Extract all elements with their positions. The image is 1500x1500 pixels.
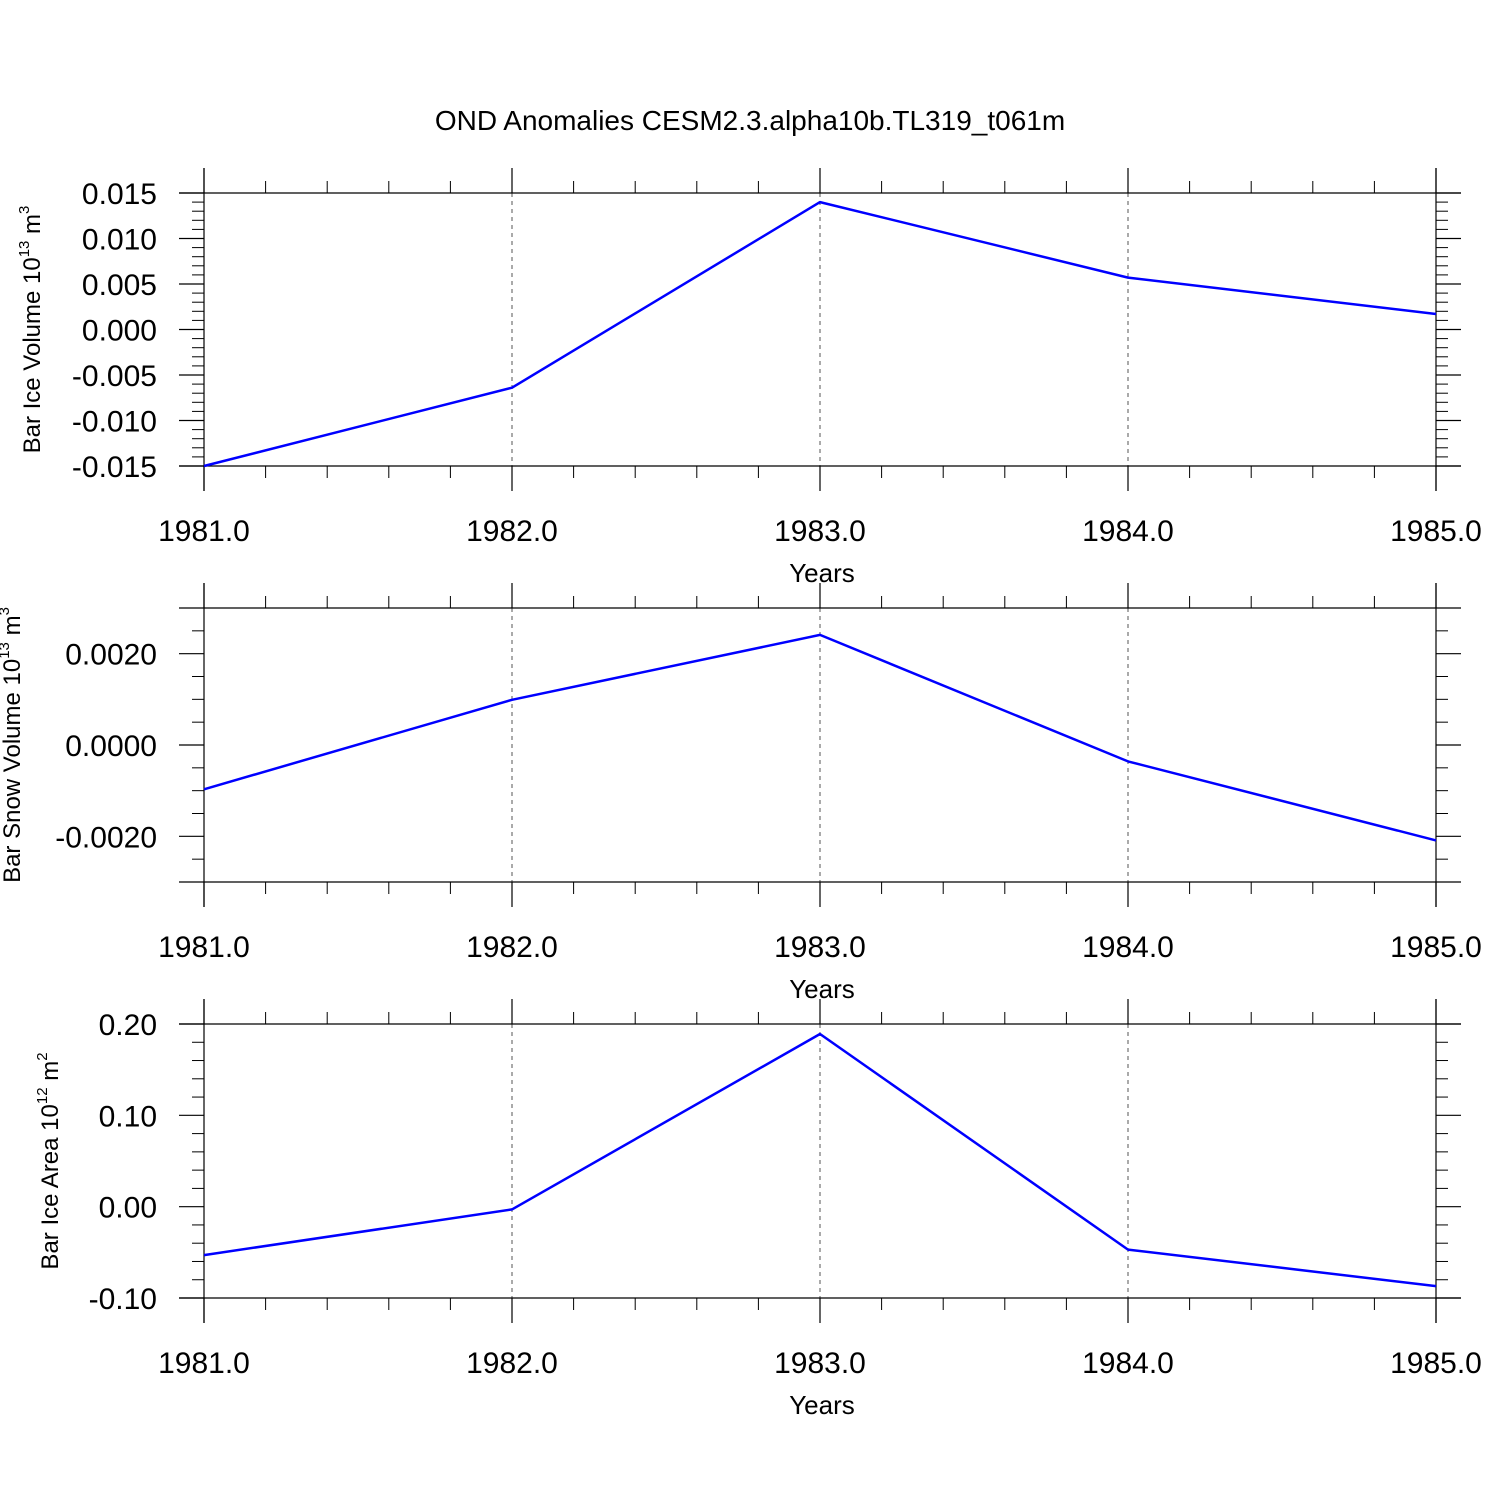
x-tick-label: 1985.0 [1390, 1347, 1482, 1380]
y-tick-label: -0.015 [72, 451, 157, 484]
y-tick-label: 0.005 [82, 269, 157, 302]
y-axis-label: Bar Ice Area 1012 m2 [34, 1052, 64, 1269]
panel-1: 1981.0 1982.0 1983.0 1984.0 1985.0 -0.015 -0.0… [16, 168, 1482, 588]
x-tick-label: 1984.0 [1082, 1347, 1174, 1380]
panel-2: 1981.0 1982.0 1983.0 1984.0 1985.0 -0.0020 0.0… [0, 583, 1482, 1004]
panels: 1981.0 1982.0 1983.0 1984.0 1985.0 -0.015 -0.0… [0, 168, 1482, 1420]
x-tick-label: 1984.0 [1082, 931, 1174, 964]
x-tick-label: 1981.0 [158, 515, 250, 548]
y-tick-label: 0.0000 [65, 730, 157, 763]
y-tick-label: 0.20 [99, 1009, 157, 1042]
x-tick-label: 1983.0 [774, 931, 866, 964]
x-axis-label: Years [789, 974, 855, 1004]
x-tick-label: 1985.0 [1390, 515, 1482, 548]
x-tick-label: 1982.0 [466, 931, 558, 964]
series-line [203, 633, 1437, 842]
y-axis-label: Bar Ice Volume 1013 m3 [16, 206, 46, 454]
y-tick-label: -0.10 [89, 1283, 157, 1316]
y-tick-label: 0.010 [82, 224, 157, 257]
figure-title: OND Anomalies CESM2.3.alpha10b.TL319_t06… [435, 105, 1065, 136]
x-tick-label: 1982.0 [466, 1347, 558, 1380]
x-axis-label: Years [789, 558, 855, 588]
x-tick-label: 1982.0 [466, 515, 558, 548]
y-tick-label: 0.015 [82, 178, 157, 211]
x-tick-label: 1981.0 [158, 931, 250, 964]
x-tick-label: 1983.0 [774, 515, 866, 548]
x-tick-label: 1984.0 [1082, 515, 1174, 548]
y-tick-label: -0.005 [72, 360, 157, 393]
x-tick-label: 1985.0 [1390, 931, 1482, 964]
y-tick-label: -0.0020 [55, 821, 157, 854]
y-axis-label: Bar Snow Volume 1013 m3 [0, 607, 26, 883]
series-line [203, 1032, 1437, 1288]
y-tick-label: 0.000 [82, 315, 157, 348]
x-axis-label: Years [789, 1390, 855, 1420]
x-tick-label: 1983.0 [774, 1347, 866, 1380]
y-tick-label: 0.0020 [65, 639, 157, 672]
y-tick-label: 0.00 [99, 1192, 157, 1225]
x-tick-label: 1981.0 [158, 1347, 250, 1380]
y-tick-label: 0.10 [99, 1100, 157, 1133]
panel-3: 1981.0 1982.0 1983.0 1984.0 1985.0 -0.10 0.00 0… [34, 999, 1482, 1420]
y-tick-label: -0.010 [72, 406, 157, 439]
